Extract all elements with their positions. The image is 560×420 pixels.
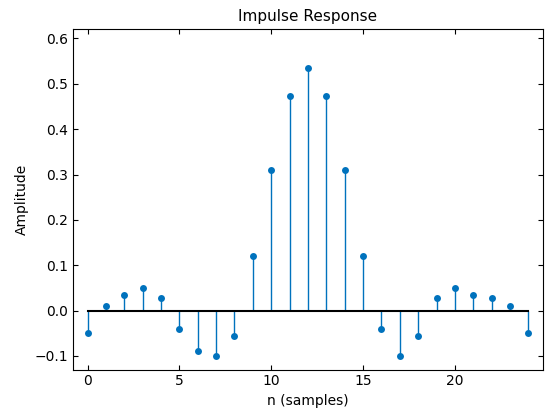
Title: Impulse Response: Impulse Response xyxy=(239,9,377,24)
X-axis label: n (samples): n (samples) xyxy=(267,394,349,408)
Y-axis label: Amplitude: Amplitude xyxy=(15,164,29,235)
